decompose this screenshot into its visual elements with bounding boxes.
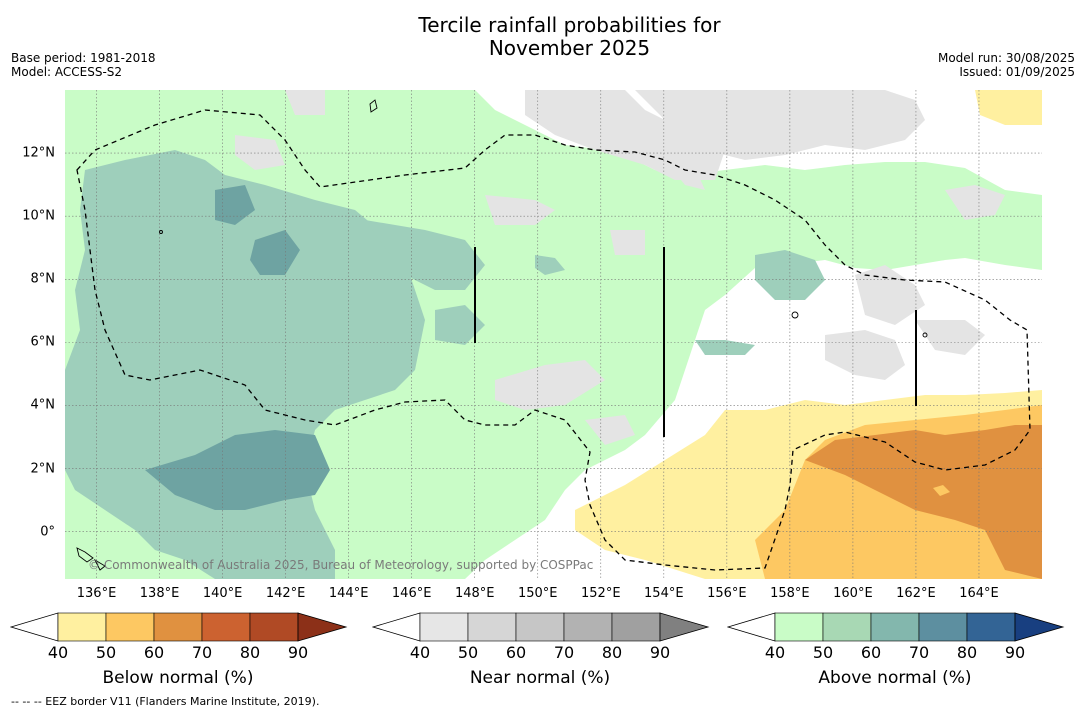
colorbar-near-normal-graphic [371,612,710,642]
eez-footnote: -- -- -- EEZ border V11 (Flanders Marine… [11,695,320,708]
colorbar-segment [249,612,299,642]
title-line2: November 2025 [488,36,651,60]
colorbar-tick-label: 60 [860,643,882,662]
colorbar-tick-label: 60 [143,643,165,662]
above-normal-50-patch-3 [435,305,485,345]
map-title: Tercile rainfall probabilities for Novem… [0,14,1085,60]
y-tick-label: 6°N [30,334,56,350]
above-normal-50-patch-2 [755,250,825,300]
colorbar-extension-low [9,612,59,642]
colorbar-below-normal [9,612,350,642]
base-period: Base period: 1981-2018 [11,51,156,65]
x-tick-label: 150°E [517,586,558,601]
colorbar-segment [419,612,469,642]
island-outlines [76,99,928,571]
meta-left: Base period: 1981-2018 Model: ACCESS-S2 [11,51,156,79]
meta-right: Model run: 30/08/2025 Issued: 01/09/2025 [938,51,1075,79]
colorbar-tick-label: 80 [956,643,978,662]
model-name: Model: ACCESS-S2 [11,65,123,79]
colorbar-segment [822,612,872,642]
above-normal-50-patch [365,220,485,290]
colorbar-segment [611,612,661,642]
x-tick-label: 140°E [202,586,243,601]
x-tick-label: 162°E [896,586,936,601]
colorbar-segment [966,612,1016,642]
colorbar-above-normal-graphic [726,612,1065,642]
colorbar-tick-label: 70 [191,643,213,662]
colorbar-segment [563,612,613,642]
colorbar-above-normal-label: Above normal (%) [818,668,972,688]
below-normal-50-hole [933,485,950,496]
above-normal-40-patch-ne [805,168,955,270]
colorbar-segment [774,612,824,642]
colorbar-segment [153,612,203,642]
above-normal-50-patch-4 [695,340,755,355]
model-run: Model run: 30/08/2025 [937,51,1075,65]
x-tick-label: 136°E [76,586,117,601]
colorbar-tick-label: 70 [908,643,930,662]
x-tick-label: 158°E [770,586,810,601]
colorbar-tick-label: 80 [601,643,623,662]
x-tick-label: 144°E [328,586,369,601]
colorbar-above-normal [726,612,1067,642]
colorbar-tick-label: 50 [457,643,479,662]
above-normal-60-region [215,185,255,225]
colorbar-extension-low [726,612,776,642]
x-tick-label: 156°E [707,586,747,601]
copyright-notice: © Commonwealth of Australia 2025, Bureau… [88,558,594,572]
colorbar-extension-high [659,612,710,642]
above-normal-60-region-3 [145,430,330,510]
x-tick-label: 142°E [265,586,306,601]
y-tick-label: 8°N [30,271,56,287]
gridlines [65,90,1042,579]
colorbar-segment [870,612,920,642]
colorbar-segment [105,612,155,642]
colorbar-tick-label: 80 [239,643,261,662]
colorbar-tick-label: 40 [47,643,69,662]
y-tick-label: 0° [40,524,55,540]
colorbar-extension-low [371,612,421,642]
colorbar-segment [918,612,968,642]
x-tick-label: 138°E [139,586,180,601]
colorbar-tick-label: 70 [553,643,575,662]
colorbar-segment [201,612,251,642]
issued-date: Issued: 01/09/2025 [959,65,1075,79]
colorbar-segment [57,612,107,642]
colorbar-tick-label: 40 [764,643,786,662]
colorbar-tick-label: 50 [812,643,834,662]
x-tick-label: 146°E [391,586,432,601]
colorbar-near-normal [371,612,712,642]
colorbar-tick-label: 50 [95,643,117,662]
colorbar-near-normal-label: Near normal (%) [469,668,611,688]
colorbar-below-normal-graphic [9,612,348,642]
x-axis-labels: 136°E 138°E 140°E 142°E 144°E 146°E 148°E 150°E… [0,586,1085,606]
colorbar-segment [467,612,517,642]
title-line1: Tercile rainfall probabilities for [418,13,721,37]
eez-border [76,109,1031,571]
below-normal-60-region [805,425,1042,579]
x-tick-label: 160°E [833,586,873,601]
colorbar-tick-label: 90 [287,643,309,662]
y-tick-label: 4°N [30,397,56,413]
y-tick-label: 10°N [22,208,55,224]
y-tick-label: 2°N [30,461,56,477]
colorbar-segment [515,612,565,642]
colorbar-tick-label: 60 [505,643,527,662]
below-normal-40-patch-ne [975,90,1042,125]
above-normal-50-patch-5 [535,255,565,275]
x-tick-label: 164°E [959,586,999,601]
x-tick-label: 154°E [644,586,684,601]
x-tick-label: 148°E [454,586,495,601]
above-normal-60-region-2 [250,230,300,275]
colorbar-extension-high [297,612,348,642]
colorbar-tick-label: 40 [409,643,431,662]
forecast-map [65,90,1042,579]
colorbar-extension-high [1014,612,1065,642]
x-tick-label: 152°E [581,586,621,601]
colorbar-below-normal-label: Below normal (%) [102,668,254,688]
colorbar-tick-label: 90 [649,643,671,662]
colorbar-tick-label: 90 [1004,643,1026,662]
y-tick-label: 12°N [22,145,55,161]
